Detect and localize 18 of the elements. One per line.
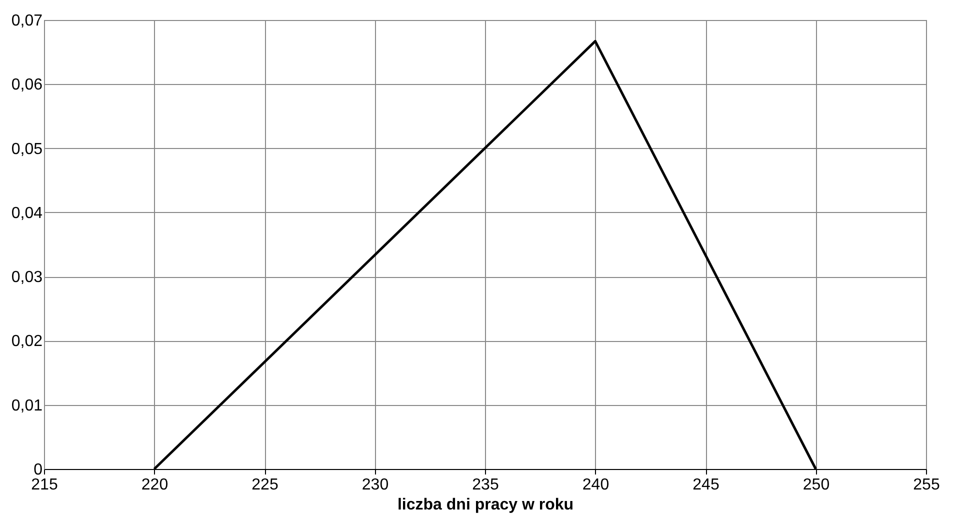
x-tick-label: 240 [582, 476, 610, 494]
x-axis-title: liczba dni pracy w roku [397, 496, 574, 514]
x-tick-label: 255 [913, 476, 940, 494]
x-tick-label: 225 [252, 476, 278, 494]
y-tick-label: 0,03 [11, 269, 43, 286]
y-tick-label: 0 [34, 462, 43, 478]
y-tick-label: 0,01 [11, 397, 43, 414]
x-tick-label: 230 [362, 476, 389, 494]
y-tick-label: 0,02 [11, 333, 43, 350]
x-tick-label: 215 [31, 476, 58, 494]
x-tick-label: 250 [802, 476, 830, 494]
y-tick-label: 0,05 [11, 140, 43, 158]
x-tick-label: 220 [141, 476, 168, 494]
x-tick-label: 245 [692, 476, 720, 494]
y-tick-label: 0,06 [11, 76, 43, 94]
y-tick-label: 0,07 [11, 12, 43, 30]
y-tick-label: 0,04 [11, 204, 43, 222]
x-tick-label: 235 [472, 476, 499, 494]
